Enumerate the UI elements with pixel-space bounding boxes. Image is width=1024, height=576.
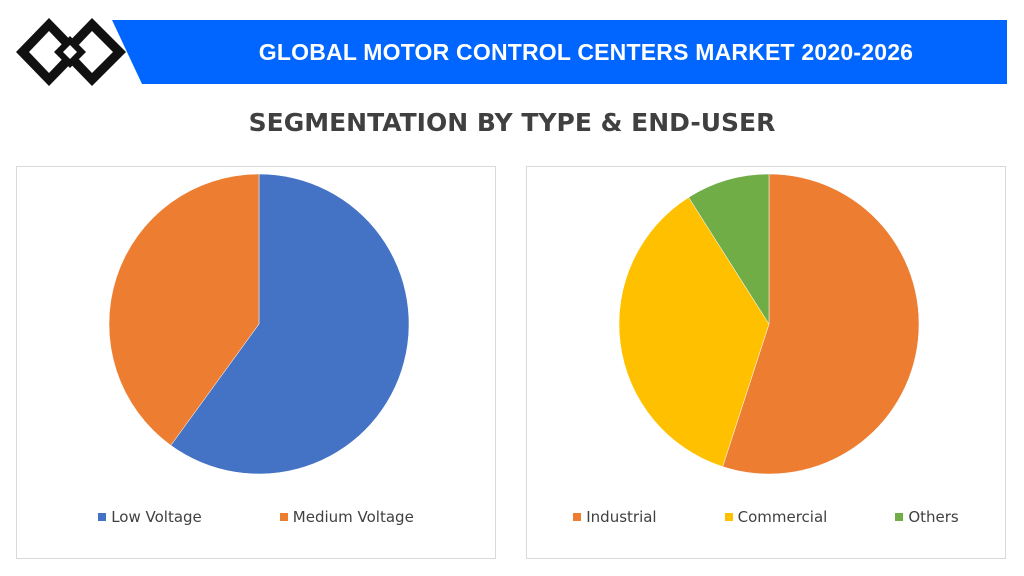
logo-icon <box>16 18 126 86</box>
end-user-chart-panel: Industrial Commercial Others <box>526 166 1006 559</box>
legend-swatch-medium-voltage <box>279 513 288 521</box>
legend-item-industrial: Industrial <box>573 508 657 526</box>
pie-slice-low-voltage <box>170 173 410 475</box>
legend-item-commercial: Commercial <box>724 508 828 526</box>
legend-label-others: Others <box>908 508 959 526</box>
legend-label-low-voltage: Low Voltage <box>111 508 202 526</box>
legend-label-medium-voltage: Medium Voltage <box>292 508 414 526</box>
type-chart-panel: Low Voltage Medium Voltage <box>16 166 496 559</box>
legend-item-others: Others <box>895 508 959 526</box>
page-subtitle: SEGMENTATION BY TYPE & END-USER <box>248 108 776 137</box>
end-user-legend: Industrial Commercial Others <box>527 505 1005 529</box>
pie-slice-industrial <box>722 173 920 475</box>
end-user-pie-chart <box>618 173 920 475</box>
type-legend: Low Voltage Medium Voltage <box>17 505 495 529</box>
legend-swatch-low-voltage <box>98 513 107 521</box>
legend-item-medium-voltage: Medium Voltage <box>279 508 414 526</box>
pie-slice-commercial <box>618 197 770 467</box>
legend-label-industrial: Industrial <box>586 508 657 526</box>
legend-swatch-commercial <box>724 513 733 521</box>
legend-item-low-voltage: Low Voltage <box>98 508 202 526</box>
legend-label-commercial: Commercial <box>737 508 828 526</box>
legend-swatch-industrial <box>573 513 582 521</box>
header-banner <box>112 20 1007 84</box>
logo-diamond-left <box>16 18 82 86</box>
legend-swatch-others <box>895 513 904 521</box>
logo-diamond-right <box>59 18 126 86</box>
type-pie-chart <box>108 173 410 475</box>
pie-slice-others <box>688 173 770 325</box>
pie-slice-medium-voltage <box>108 173 260 446</box>
header-title: GLOBAL MOTOR CONTROL CENTERS MARKET 2020… <box>258 38 914 65</box>
